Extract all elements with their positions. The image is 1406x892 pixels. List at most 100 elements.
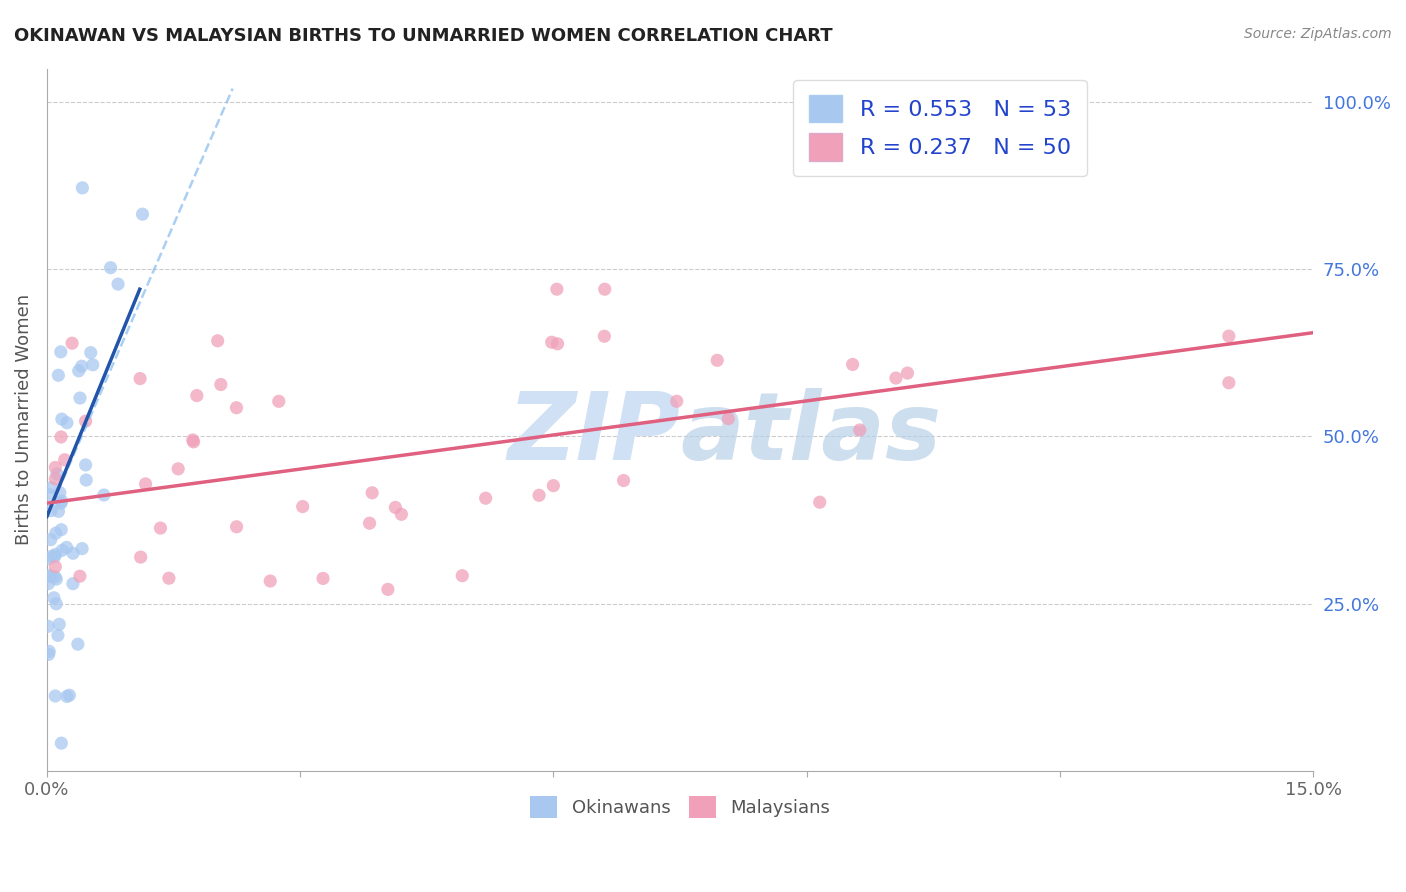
Point [167,462,190,476]
Point [45,572,67,586]
Point [706,353,728,368]
Point [44,570,66,584]
Point [613,474,636,488]
Text: ZIP: ZIP [508,388,681,480]
Point [474,491,496,506]
Point [38,648,60,662]
Point [69,391,91,405]
Point [38,644,60,658]
Point [546,282,568,296]
Point [44,549,66,564]
Legend: Okinawans, Malaysians: Okinawans, Malaysians [523,789,837,825]
Point [186,388,208,402]
Point [593,282,616,296]
Point [267,394,290,409]
Point [44,559,66,574]
Point [70,359,93,374]
Point [37,552,59,566]
Point [135,477,157,491]
Point [225,401,247,415]
Point [593,329,616,343]
Point [44,472,66,486]
Point [207,334,229,348]
Text: atlas: atlas [681,388,942,480]
Point [129,550,152,565]
Point [51,523,73,537]
Point [51,412,73,426]
Point [259,574,281,588]
Point [39,569,62,583]
Point [312,571,335,585]
Point [67,364,90,378]
Point [225,520,247,534]
Point [1218,329,1240,343]
Point [38,488,60,502]
Point [157,571,180,585]
Point [75,458,97,472]
Point [361,485,384,500]
Point [543,478,565,492]
Point [75,473,97,487]
Point [808,495,831,509]
Point [93,488,115,502]
Point [53,452,76,467]
Point [51,543,73,558]
Point [849,423,872,437]
Point [46,628,69,642]
Point [129,371,152,385]
Point [841,358,863,372]
Point [82,358,104,372]
Point [1218,376,1240,390]
Point [49,430,72,444]
Point [377,582,399,597]
Point [44,460,66,475]
Point [131,207,153,221]
Point [359,516,381,531]
Point [48,368,70,383]
Point [45,548,67,562]
Point [44,689,66,703]
Point [384,500,406,515]
Point [51,494,73,508]
Point [49,485,72,500]
Point [547,336,569,351]
Point [58,688,80,702]
Point [62,576,84,591]
Point [38,568,60,582]
Point [149,521,172,535]
Point [60,336,83,351]
Point [100,260,122,275]
Point [75,414,97,428]
Text: Source: ZipAtlas.com: Source: ZipAtlas.com [1244,27,1392,41]
Point [51,736,73,750]
Point [37,619,59,633]
Point [209,377,232,392]
Point [39,533,62,547]
Point [66,637,89,651]
Point [39,504,62,518]
Point [527,488,550,502]
Point [183,434,205,449]
Point [56,690,79,704]
Point [107,277,129,292]
Point [49,496,72,510]
Y-axis label: Births to Unmarried Women: Births to Unmarried Women [15,294,32,545]
Point [451,568,474,582]
Point [56,416,79,430]
Point [884,371,907,385]
Point [45,597,67,611]
Point [45,467,67,481]
Point [41,480,63,494]
Point [389,508,412,522]
Point [55,541,77,555]
Point [62,546,84,560]
Point [45,526,67,541]
Point [540,335,562,350]
Text: OKINAWAN VS MALAYSIAN BIRTHS TO UNMARRIED WOMEN CORRELATION CHART: OKINAWAN VS MALAYSIAN BIRTHS TO UNMARRIE… [14,27,832,45]
Point [49,344,72,359]
Point [72,181,94,195]
Point [69,569,91,583]
Point [717,411,740,425]
Point [48,504,70,518]
Point [70,541,93,556]
